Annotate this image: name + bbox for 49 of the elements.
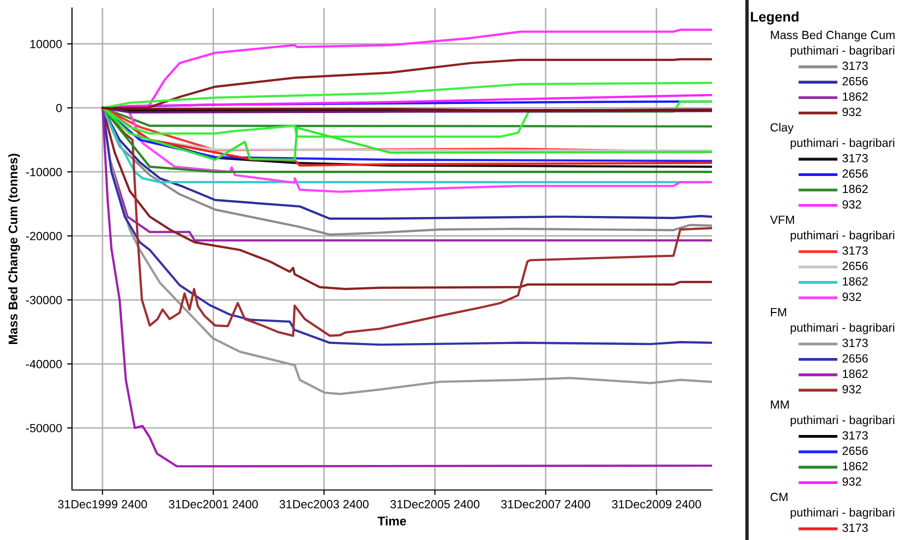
legend-label: 3173 (842, 62, 868, 70)
y-tick-label: -20000 (26, 232, 62, 240)
x-tick-label: 31Dec1999 2400 (58, 500, 147, 508)
text: Mass Bed Change Cum (770, 30, 895, 42)
text: CM (770, 492, 788, 502)
legend-label: 1862 (842, 92, 868, 101)
legend-label: 932 (842, 477, 862, 486)
x-tick-label: 31Dec2005 2400 (390, 500, 480, 508)
text: puthimari - bagribari (790, 416, 894, 427)
legend-label: 1862 (842, 184, 868, 194)
x-tick-label: 31Dec2009 2400 (612, 500, 701, 508)
legend-label: 932 (842, 292, 862, 301)
x-tick-label: 31Dec2003 2400 (280, 500, 369, 508)
text: VFM (770, 216, 794, 224)
legend-label: 2656 (842, 77, 868, 86)
legend-label: 1862 (842, 277, 868, 286)
legend-label: 932 (842, 108, 862, 116)
legend-label: 3173 (842, 524, 868, 532)
y-tick-label: 0 (56, 104, 62, 112)
y-tick-label: -50000 (26, 424, 62, 432)
legend-label: 3173 (842, 338, 868, 348)
y-tick-label: 10000 (30, 40, 62, 48)
text: puthimari - bagribari (790, 508, 894, 519)
text: puthimari - bagribari (790, 138, 894, 150)
x-axis-title: Time (378, 516, 406, 526)
y-tick-label: -30000 (26, 296, 62, 304)
legend-label: 3173 (842, 246, 868, 255)
legend-label: 2656 (842, 169, 868, 178)
legend-label: 932 (842, 385, 862, 394)
legend-label: 3173 (842, 431, 868, 440)
x-tick-label: 31Dec2001 2400 (168, 500, 258, 508)
legend-label: 2656 (842, 446, 868, 455)
legend-label: 2656 (842, 354, 868, 363)
text: puthimari - bagribari (790, 230, 894, 242)
y-axis-title: Mass Bed Change Cum (tonnes) (8, 154, 20, 344)
legend-label: 3173 (842, 154, 868, 162)
legend-label: 932 (842, 200, 862, 209)
legend-label: 1862 (842, 462, 868, 470)
legend-title: Legend (750, 11, 798, 25)
text: puthimari - bagribari (790, 46, 894, 57)
y-tick-label: -10000 (26, 168, 62, 176)
legend-label: 1862 (842, 370, 868, 378)
legend-label: 2656 (842, 262, 868, 270)
text: Clay (770, 122, 794, 134)
text: MM (770, 400, 789, 409)
x-tick-label: 31Dec2007 2400 (501, 500, 590, 508)
y-tick-label: -40000 (26, 360, 62, 368)
text: puthimari - bagribari (790, 323, 894, 334)
text: FM (770, 308, 786, 316)
